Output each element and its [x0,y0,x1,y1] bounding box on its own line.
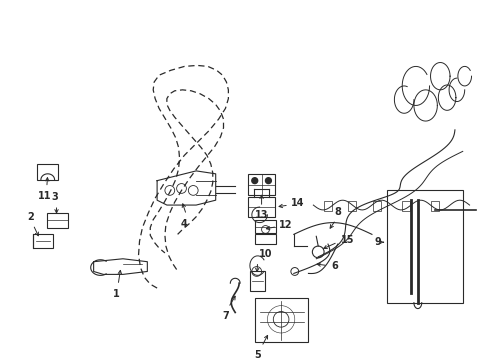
Bar [254,234,276,244]
Text: 7: 7 [222,311,228,320]
Text: 13: 13 [254,210,268,220]
Bar [47,213,68,228]
Text: 1: 1 [113,289,119,299]
Bar [37,164,59,180]
Bar [247,197,275,217]
Circle shape [265,178,271,184]
Bar [372,201,380,211]
Text: 12: 12 [279,220,292,230]
Bar [33,234,53,248]
Bar [430,201,438,211]
Text: 3: 3 [51,192,58,202]
Text: 14: 14 [290,198,304,208]
Text: 4: 4 [181,219,187,229]
Bar [247,174,275,195]
Bar [254,298,308,342]
Bar [254,220,276,233]
Bar [324,201,331,211]
Text: 11: 11 [38,192,51,201]
Text: 9: 9 [374,237,381,247]
Bar [386,190,462,303]
Bar [402,201,409,211]
Text: 6: 6 [330,261,337,271]
Text: 5: 5 [254,350,261,360]
Text: 2: 2 [27,212,34,222]
Bar [249,271,264,291]
Text: 15: 15 [340,235,353,245]
Circle shape [251,178,257,184]
Text: 8: 8 [334,207,341,217]
Text: 10: 10 [258,249,272,259]
Bar [348,201,356,211]
